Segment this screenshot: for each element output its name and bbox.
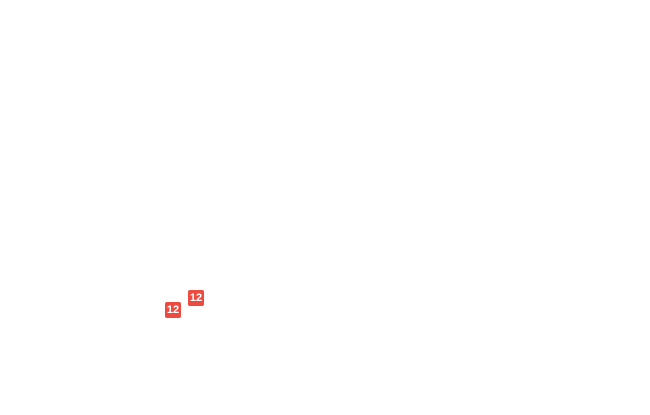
route-badge-label: 12 (166, 303, 180, 316)
route-badge-label: 12 (189, 291, 203, 304)
route-badge-marker[interactable]: 12 (165, 302, 181, 318)
route-badge-marker[interactable]: 12 (188, 290, 204, 306)
